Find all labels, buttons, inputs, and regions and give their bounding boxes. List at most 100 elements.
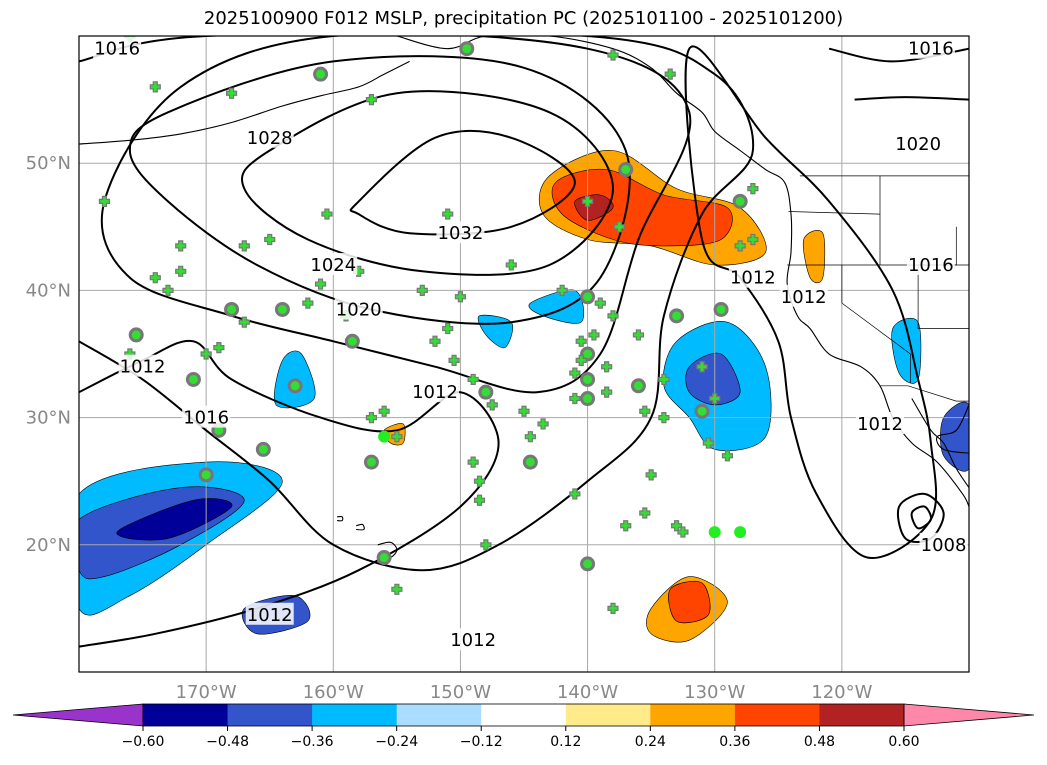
isobar-label-bg	[449, 628, 498, 651]
station-marker-cross	[747, 183, 759, 195]
station-marker-cross	[601, 361, 613, 373]
station-marker-cross	[391, 583, 403, 595]
isobar-1016	[79, 36, 755, 572]
isobar-label: 1012	[781, 287, 827, 308]
station-marker-cross	[658, 412, 670, 424]
station-marker-cross	[302, 297, 314, 309]
station-marker-cross	[365, 412, 378, 424]
station-marker-cross	[575, 335, 587, 347]
station-marker-cross	[238, 316, 250, 328]
lat-tick-label: 50°N	[26, 153, 71, 174]
isobar-label-bg	[906, 252, 955, 275]
station-marker-ringed	[344, 333, 360, 349]
station-marker-cross	[645, 469, 657, 481]
station-marker-ringed	[630, 378, 646, 394]
colorbar-frame	[142, 703, 905, 727]
isobar-label: 1012	[120, 357, 166, 378]
station-marker-cross	[658, 373, 670, 386]
station-marker-cross	[200, 348, 212, 360]
station-marker-ringed	[459, 41, 475, 57]
station-marker-ringed	[274, 301, 290, 317]
station-marker-cross	[149, 81, 161, 93]
colorbar-bin	[565, 704, 651, 726]
colorbar-bin	[481, 704, 567, 726]
isobar-label-bg	[245, 125, 294, 148]
station-marker-cross	[613, 221, 625, 233]
station-marker-ringed	[478, 384, 494, 400]
chart-title: 2025100900 F012 MSLP, precipitation PC (…	[203, 8, 844, 29]
lon-tick-label: 140°W	[557, 682, 618, 703]
station-marker-cross	[473, 475, 486, 487]
station-marker-cross	[473, 494, 486, 506]
isobar-label-bg	[894, 132, 943, 155]
coastline	[79, 60, 410, 145]
station-marker-cross	[175, 240, 187, 252]
station-marker-filled	[708, 526, 721, 539]
isobar-label: 1012	[730, 268, 776, 289]
colorbar-extend-high	[903, 703, 1035, 727]
station-marker-cross	[556, 284, 568, 296]
axis-label-layer: 20°N 30°N 40°N 50°N 170°W 160°W 150°W 140°W 130°…	[26, 153, 873, 703]
station-marker-cross	[467, 456, 479, 468]
station-marker-cross	[429, 335, 441, 347]
isobar-label-layer: 1016102810321024102010121012101610121012…	[93, 36, 968, 651]
station-marker-cross	[505, 259, 517, 271]
colorbar-tick-label: −0.12	[460, 734, 503, 750]
border-line	[880, 385, 969, 402]
station-marker-cross	[314, 278, 327, 290]
station-marker-cross	[734, 240, 746, 252]
station-marker-cross	[601, 386, 613, 398]
colorbar-extend-low	[12, 703, 144, 727]
station-marker-cross	[677, 526, 689, 538]
station-marker-cross	[569, 367, 581, 379]
colorbar-bin	[227, 704, 313, 726]
station-marker-cross	[639, 405, 651, 417]
precip-layer	[79, 150, 969, 643]
precip-region	[116, 498, 233, 541]
colorbar-tick-label: 0.12	[550, 734, 581, 750]
isobar-1020	[854, 96, 969, 101]
station-marker-cross	[391, 431, 403, 443]
station-marker-ringed	[732, 193, 748, 209]
station-marker-ringed	[580, 346, 596, 362]
station-marker-ringed	[580, 556, 596, 572]
map-frame	[78, 35, 970, 673]
station-marker-ringed	[522, 454, 538, 470]
station-marker-cross	[365, 94, 378, 106]
lon-tick-label: 130°W	[684, 682, 745, 703]
station-marker-cross	[321, 208, 333, 220]
colorbar-bin	[312, 704, 398, 726]
station-marker-cross	[238, 240, 250, 252]
isobar-label-bg	[411, 380, 459, 403]
isobar-label: 1016	[908, 255, 954, 276]
precip-region	[668, 580, 711, 624]
isobar-label: 1032	[438, 223, 484, 244]
lon-tick-label: 150°W	[430, 682, 491, 703]
station-marker-cross	[149, 272, 161, 284]
isobar-label-bg	[309, 252, 358, 275]
isobar-label: 1020	[895, 134, 941, 155]
station-marker-ringed	[694, 403, 710, 419]
station-marker-cross	[480, 539, 492, 551]
colorbar-tick-label: 0.60	[888, 734, 919, 750]
station-marker-ringed	[618, 162, 634, 178]
station-marker-cross	[721, 450, 734, 462]
station-marker-ringed	[255, 441, 271, 457]
station-marker-cross	[709, 392, 721, 405]
station-marker-cross	[639, 507, 651, 519]
station-marker-ringed	[287, 378, 303, 394]
coastline	[337, 515, 344, 522]
station-marker-cross	[581, 195, 594, 207]
isobar-label: 1012	[857, 414, 903, 435]
station-marker-filled	[378, 430, 391, 443]
isobar-label: 1016	[94, 39, 140, 60]
border-line	[917, 265, 969, 329]
station-marker-cross	[607, 602, 619, 614]
station-marker-cross	[594, 297, 606, 309]
station-marker-cross	[518, 405, 530, 417]
coastline	[936, 404, 969, 454]
station-marker-cross	[442, 322, 454, 335]
isobar-label-bg	[118, 354, 167, 377]
colorbar-tick-label: −0.24	[375, 734, 418, 750]
